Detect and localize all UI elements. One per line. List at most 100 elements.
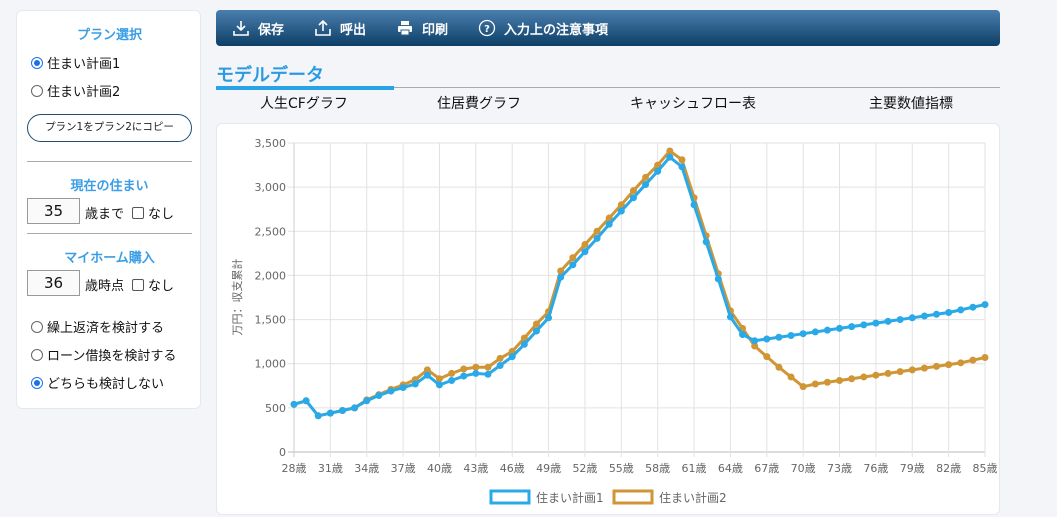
y-tick-label: 1,000: [255, 358, 287, 371]
data-point: [666, 153, 674, 161]
data-point: [351, 404, 359, 412]
data-point: [836, 376, 844, 384]
data-point: [775, 363, 783, 371]
print-button[interactable]: 印刷: [396, 19, 448, 38]
tab-housing-cost-graph[interactable]: 住居費グラフ: [437, 96, 521, 112]
data-point: [884, 369, 892, 377]
current-age-input[interactable]: 35: [27, 198, 80, 224]
data-point: [326, 409, 334, 417]
data-point: [751, 337, 759, 345]
data-point: [945, 361, 953, 369]
radio-refinance[interactable]: ローン借換を検討する: [31, 345, 176, 364]
data-point: [787, 331, 795, 339]
y-tick-label: 3,500: [255, 137, 287, 150]
data-point: [811, 380, 819, 388]
data-point: [957, 306, 965, 314]
data-point: [763, 335, 771, 343]
data-point: [593, 227, 601, 235]
data-point: [751, 342, 759, 350]
legend-item-plan-2[interactable]: 住まい計画2: [612, 489, 727, 505]
data-point: [605, 220, 613, 228]
data-point: [908, 314, 916, 322]
y-tick-label: 1,500: [255, 314, 287, 327]
checkbox-label: なし: [148, 279, 175, 294]
help-circle-icon: ?: [478, 19, 496, 37]
printer-icon: [398, 21, 413, 36]
x-tick-label: 28歳: [282, 462, 307, 475]
purchase-unit-label: 歳時点: [85, 279, 125, 294]
data-point: [532, 320, 540, 328]
data-point: [945, 309, 953, 317]
legend-item-plan-1[interactable]: 住まい計画1: [489, 489, 604, 505]
data-point: [872, 319, 880, 327]
data-point: [920, 312, 928, 320]
current-none-checkbox[interactable]: [132, 206, 145, 219]
data-point: [896, 368, 904, 376]
data-point: [532, 327, 540, 335]
radio-neither[interactable]: どちらも検討しない: [31, 373, 164, 392]
radio-plan-2[interactable]: 住まい計画2: [31, 81, 120, 100]
data-point: [799, 383, 807, 391]
data-point: [799, 330, 807, 338]
x-tick-label: 43歳: [463, 462, 488, 475]
data-point: [726, 313, 734, 321]
data-point: [496, 361, 504, 369]
x-tick-label: 64歳: [718, 462, 743, 475]
active-tab-indicator: [216, 86, 394, 90]
radio-unchecked-icon: [31, 320, 43, 333]
data-point: [823, 326, 831, 334]
data-point: [569, 261, 577, 269]
data-point: [387, 387, 395, 395]
notes-button[interactable]: ? 入力上の注意事項: [478, 19, 608, 38]
data-point: [423, 366, 431, 374]
radio-unchecked-icon: [31, 84, 43, 97]
x-tick-label: 82歳: [936, 462, 961, 475]
radio-prepayment[interactable]: 繰上返済を検討する: [31, 317, 164, 336]
data-point: [314, 412, 322, 420]
data-point: [363, 397, 371, 405]
x-tick-label: 61歳: [682, 462, 707, 475]
data-point: [605, 214, 613, 222]
purchase-age-input[interactable]: 36: [27, 270, 80, 296]
tab-life-cf-graph[interactable]: 人生CFグラフ: [260, 96, 348, 112]
svg-text:?: ?: [484, 24, 490, 35]
x-tick-label: 52歳: [572, 462, 597, 475]
series-line-plan-2: [293, 149, 986, 418]
tab-cashflow-table[interactable]: キャッシュフロー表: [630, 96, 756, 112]
toolbar: 保存 呼出 印刷 ? 入力上の注意事項: [216, 10, 1000, 46]
y-tick-label: 0: [279, 446, 286, 459]
data-point: [581, 248, 589, 256]
save-button[interactable]: 保存: [232, 19, 284, 38]
radio-label: ローン借換を検討する: [47, 349, 177, 364]
x-tick-label: 76歳: [863, 462, 888, 475]
print-label: 印刷: [422, 22, 449, 38]
data-point: [787, 373, 795, 381]
save-label: 保存: [258, 22, 285, 38]
data-point: [617, 207, 625, 215]
sidebar: プラン選択 住まい計画1 住まい計画2 プラン1をプラン2にコピー 現在の住まい…: [16, 10, 201, 409]
data-point: [520, 334, 528, 342]
divider: [27, 161, 192, 162]
purchase-none-checkbox[interactable]: [132, 278, 145, 291]
x-tick-label: 46歳: [500, 462, 525, 475]
tab-key-indicators[interactable]: 主要数値指標: [869, 96, 953, 112]
plan-select-heading: プラン選択: [76, 28, 142, 43]
radio-plan-1[interactable]: 住まい計画1: [31, 53, 120, 72]
checkbox-label: なし: [148, 207, 175, 222]
data-point: [375, 391, 383, 399]
data-point: [666, 147, 674, 155]
notes-label: 入力上の注意事項: [504, 22, 609, 38]
data-point: [448, 376, 456, 384]
data-point: [399, 384, 407, 392]
copy-plan-button[interactable]: プラン1をプラン2にコピー: [27, 114, 192, 142]
data-point: [472, 369, 480, 377]
data-point: [545, 314, 553, 322]
legend-label: 住まい計画1: [536, 490, 604, 505]
load-button[interactable]: 呼出: [314, 19, 366, 38]
data-point: [581, 241, 589, 249]
data-point: [933, 310, 941, 318]
data-point: [629, 187, 637, 195]
data-point: [775, 333, 783, 341]
radio-unchecked-icon: [31, 348, 43, 361]
